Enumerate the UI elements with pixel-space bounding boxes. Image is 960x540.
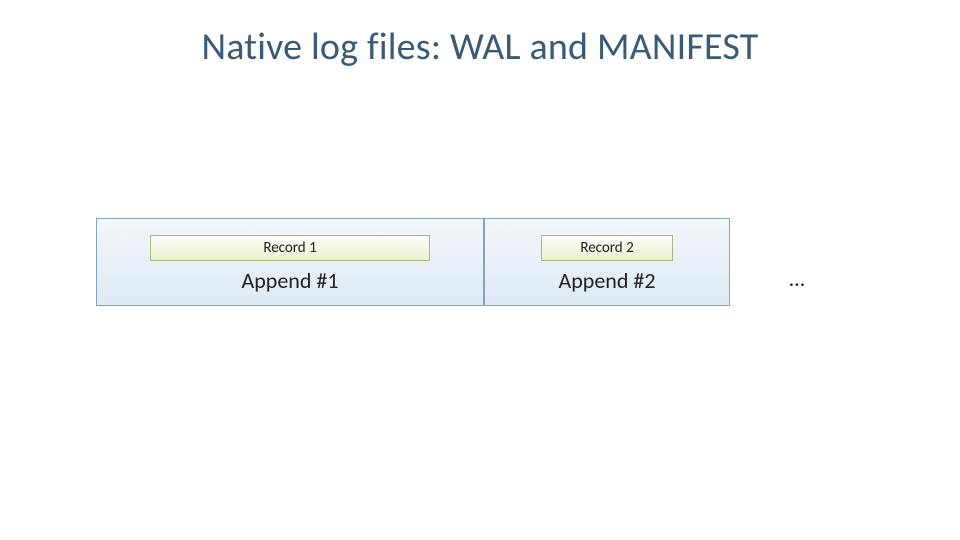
record-box: Record 1	[150, 235, 430, 261]
record-box: Record 2	[541, 235, 673, 261]
log-diagram-row: Record 1 Append #1 Record 2 Append #2 …	[96, 218, 864, 306]
slide: Native log files: WAL and MANIFEST Recor…	[0, 0, 960, 540]
append-label: Append #2	[559, 267, 656, 294]
slide-title: Native log files: WAL and MANIFEST	[0, 24, 960, 70]
append-block: Record 1 Append #1	[96, 218, 484, 306]
ellipsis-block: …	[730, 218, 864, 306]
append-block: Record 2 Append #2	[484, 218, 730, 306]
append-label: Append #1	[242, 267, 339, 294]
